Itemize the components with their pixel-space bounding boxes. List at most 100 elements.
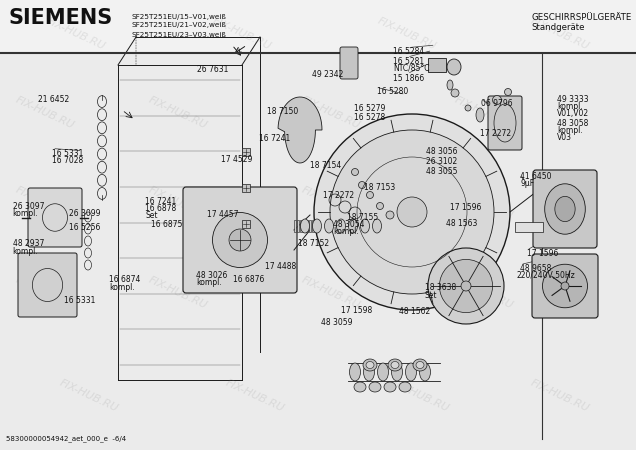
Text: NTC/85°C: NTC/85°C (393, 64, 429, 73)
Text: 48 3055: 48 3055 (426, 166, 458, 176)
Ellipse shape (392, 363, 403, 381)
Ellipse shape (391, 361, 399, 369)
Text: 58300000054942_aet_000_e  -6/4: 58300000054942_aet_000_e -6/4 (6, 435, 126, 442)
Ellipse shape (451, 89, 459, 97)
Text: 16 5284: 16 5284 (393, 47, 424, 56)
Ellipse shape (461, 281, 471, 291)
Ellipse shape (369, 382, 381, 392)
Ellipse shape (350, 363, 361, 381)
Text: 18 7154: 18 7154 (310, 161, 342, 170)
Text: 48 3054: 48 3054 (333, 220, 365, 229)
Text: 16 5280: 16 5280 (377, 87, 408, 96)
Text: FIX-HUB.RU: FIX-HUB.RU (300, 94, 362, 130)
Text: 18 7152: 18 7152 (298, 238, 329, 248)
Text: V03: V03 (557, 133, 572, 142)
Ellipse shape (428, 248, 504, 324)
Text: 16 7241: 16 7241 (145, 197, 176, 206)
Text: 16 6875: 16 6875 (151, 220, 183, 229)
Text: Set: Set (425, 291, 438, 300)
Text: kompl.: kompl. (196, 278, 221, 287)
Text: 06 9796: 06 9796 (481, 99, 513, 108)
Ellipse shape (555, 196, 575, 221)
Text: 16 6878: 16 6878 (145, 204, 176, 213)
Bar (242, 220, 250, 228)
Bar (297, 220, 299, 232)
Ellipse shape (447, 80, 453, 90)
Text: GESCHIRRSPÜLGERÄTE: GESCHIRRSPÜLGERÄTE (532, 14, 632, 22)
Text: 26 3097: 26 3097 (13, 202, 45, 211)
Ellipse shape (359, 181, 366, 189)
FancyBboxPatch shape (28, 188, 82, 247)
Ellipse shape (354, 382, 366, 392)
Text: 16 6874: 16 6874 (109, 275, 141, 284)
Text: FIX-HUB.RU: FIX-HUB.RU (13, 94, 76, 130)
Ellipse shape (384, 382, 396, 392)
Text: 48 3059: 48 3059 (321, 318, 352, 327)
Text: FIX-HUB.RU: FIX-HUB.RU (529, 16, 591, 52)
Text: 48 3056: 48 3056 (426, 147, 458, 156)
Text: 17 1596: 17 1596 (450, 203, 481, 212)
Bar (300, 220, 302, 232)
Text: 26 3102: 26 3102 (426, 157, 457, 166)
Text: 17 2272: 17 2272 (323, 191, 354, 200)
FancyBboxPatch shape (340, 47, 358, 79)
Bar (428, 58, 446, 72)
Text: 16 5331: 16 5331 (52, 148, 83, 157)
Ellipse shape (397, 197, 427, 227)
Text: 18 7153: 18 7153 (364, 183, 395, 192)
Text: 16 7028: 16 7028 (52, 156, 83, 165)
Ellipse shape (416, 361, 424, 369)
Bar (309, 220, 311, 232)
Text: FIX-HUB.RU: FIX-HUB.RU (223, 378, 286, 414)
Text: 16 6876: 16 6876 (233, 274, 264, 284)
Text: FIX-HUB.RU: FIX-HUB.RU (452, 274, 515, 310)
Text: 16 5278: 16 5278 (354, 112, 385, 122)
Text: FIX-HUB.RU: FIX-HUB.RU (452, 184, 515, 220)
Text: 16 5279: 16 5279 (354, 104, 385, 113)
Text: FIX-HUB.RU: FIX-HUB.RU (211, 16, 273, 52)
Ellipse shape (465, 105, 471, 111)
Text: FIX-HUB.RU: FIX-HUB.RU (147, 94, 209, 130)
Bar (0, 0, 636, 54)
Ellipse shape (476, 108, 484, 122)
Text: 17 4457: 17 4457 (207, 210, 239, 219)
Text: 220/240V,50Hz: 220/240V,50Hz (516, 271, 575, 280)
Ellipse shape (349, 219, 357, 233)
Ellipse shape (361, 219, 370, 233)
Ellipse shape (561, 282, 569, 290)
Text: SF25T251EU/21–V02,weiß: SF25T251EU/21–V02,weiß (132, 22, 227, 28)
Ellipse shape (420, 363, 431, 381)
Text: 41 6450: 41 6450 (520, 172, 552, 181)
Ellipse shape (386, 211, 394, 219)
Text: Standgeräte: Standgeräte (532, 23, 585, 32)
Ellipse shape (492, 95, 502, 104)
Text: SIEMENS: SIEMENS (8, 8, 112, 28)
Ellipse shape (504, 89, 511, 95)
Ellipse shape (439, 259, 493, 313)
FancyBboxPatch shape (488, 96, 522, 150)
Text: 16 5256: 16 5256 (69, 223, 100, 232)
Ellipse shape (336, 219, 345, 233)
Text: kompl.: kompl. (13, 209, 38, 218)
Text: FIX-HUB.RU: FIX-HUB.RU (452, 94, 515, 130)
Bar (242, 148, 250, 156)
Ellipse shape (373, 219, 382, 233)
Bar (294, 220, 296, 232)
FancyBboxPatch shape (533, 170, 597, 248)
FancyBboxPatch shape (18, 253, 77, 317)
Text: kompl.: kompl. (333, 227, 359, 236)
Text: 17 1598: 17 1598 (341, 306, 372, 315)
Ellipse shape (363, 359, 377, 371)
Bar (0, 54, 636, 450)
Ellipse shape (406, 363, 417, 381)
Text: 9µF: 9µF (520, 179, 534, 188)
Text: V01,V02: V01,V02 (557, 109, 590, 118)
Text: FIX-HUB.RU: FIX-HUB.RU (58, 378, 120, 414)
Ellipse shape (229, 229, 251, 251)
Text: kompl.: kompl. (557, 102, 583, 111)
Text: 16 5331: 16 5331 (64, 296, 95, 305)
Ellipse shape (212, 212, 268, 267)
Text: 21 6452: 21 6452 (38, 94, 69, 104)
Ellipse shape (377, 202, 384, 210)
Text: 18 7150: 18 7150 (267, 107, 298, 116)
